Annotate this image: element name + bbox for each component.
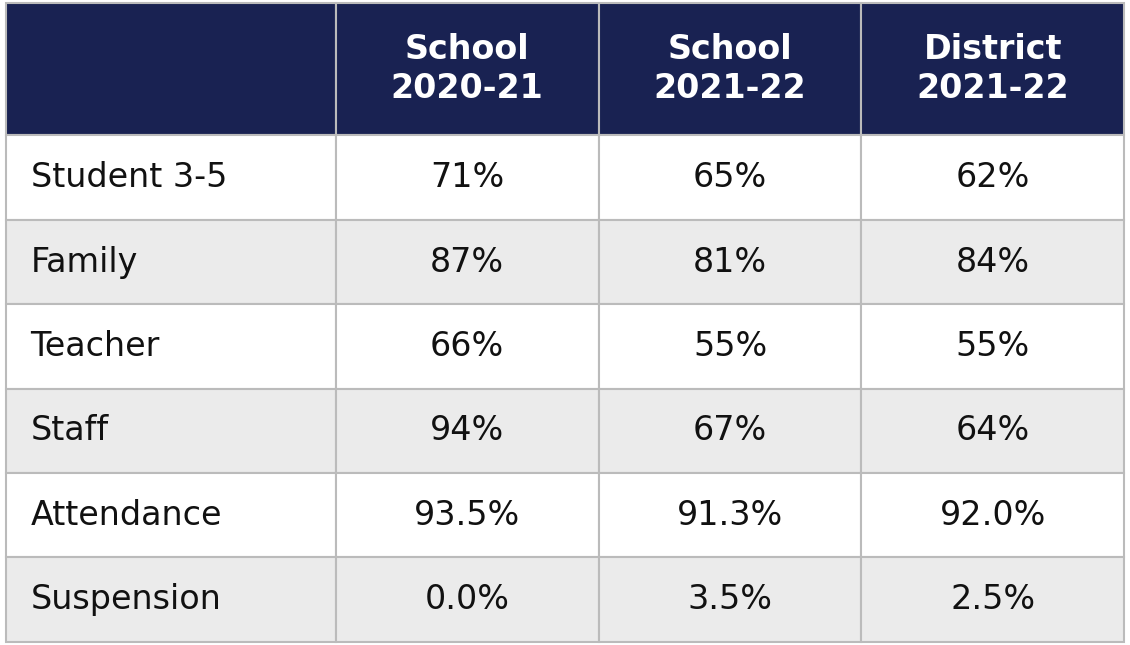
Text: 67%: 67% [693, 414, 767, 447]
Bar [599, 304, 861, 388]
Text: 93.5%: 93.5% [414, 499, 520, 531]
Bar [6, 388, 336, 473]
Text: 64%: 64% [956, 414, 1031, 447]
Bar [336, 304, 599, 388]
Text: 2.5%: 2.5% [950, 583, 1035, 616]
Bar [861, 473, 1124, 557]
Bar [861, 304, 1124, 388]
Text: 55%: 55% [956, 330, 1031, 363]
Bar [336, 220, 599, 304]
Text: 3.5%: 3.5% [687, 583, 773, 616]
Text: 2021-22: 2021-22 [653, 72, 807, 105]
Bar [336, 135, 599, 220]
Text: Family: Family [31, 246, 138, 279]
Bar [6, 473, 336, 557]
Text: 55%: 55% [693, 330, 767, 363]
Bar [861, 135, 1124, 220]
Bar [336, 557, 599, 642]
Text: Staff: Staff [31, 414, 108, 447]
Text: 0.0%: 0.0% [425, 583, 510, 616]
Bar [6, 3, 336, 135]
Bar [6, 135, 336, 220]
Text: 2021-22: 2021-22 [916, 72, 1069, 105]
Text: School: School [405, 34, 530, 66]
Text: 71%: 71% [431, 161, 504, 194]
Text: Suspension: Suspension [31, 583, 221, 616]
Bar [6, 304, 336, 388]
Bar [861, 557, 1124, 642]
Bar [861, 220, 1124, 304]
Text: 91.3%: 91.3% [677, 499, 783, 531]
Text: 66%: 66% [431, 330, 504, 363]
Bar [861, 3, 1124, 135]
Text: 87%: 87% [431, 246, 504, 279]
Bar [599, 473, 861, 557]
Bar [6, 220, 336, 304]
Text: 2020-21: 2020-21 [391, 72, 544, 105]
Text: 62%: 62% [956, 161, 1031, 194]
Text: District: District [923, 34, 1062, 66]
Bar [336, 473, 599, 557]
Bar [599, 557, 861, 642]
Text: Attendance: Attendance [31, 499, 221, 531]
Text: 81%: 81% [693, 246, 767, 279]
Bar [336, 388, 599, 473]
Text: Student 3-5: Student 3-5 [31, 161, 227, 194]
Text: 92.0%: 92.0% [940, 499, 1046, 531]
Bar [599, 135, 861, 220]
Text: 84%: 84% [956, 246, 1029, 279]
Bar [6, 557, 336, 642]
Bar [861, 388, 1124, 473]
Text: School: School [668, 34, 792, 66]
Bar [599, 3, 861, 135]
Text: 65%: 65% [693, 161, 767, 194]
Text: 94%: 94% [431, 414, 504, 447]
Bar [599, 220, 861, 304]
Bar [599, 388, 861, 473]
Bar [336, 3, 599, 135]
Text: Teacher: Teacher [31, 330, 159, 363]
